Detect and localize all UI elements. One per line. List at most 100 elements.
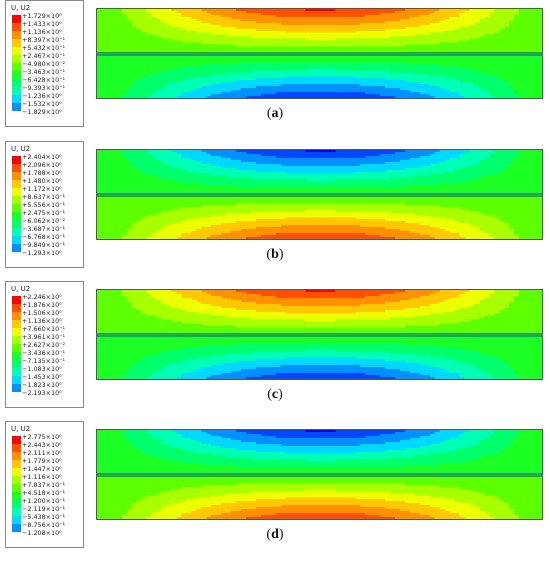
legend-swatch: [12, 71, 21, 79]
legend-swatch: [12, 204, 21, 212]
legend-tick-label: −3.463×10⁻¹: [22, 68, 65, 76]
legend-swatch: [12, 368, 21, 376]
legend-tick-label: +1.172×10⁰: [22, 185, 65, 193]
legend-tick-label: +1.506×10⁰: [22, 309, 65, 317]
legend-tick-label: −6.062×10⁻²: [22, 217, 65, 225]
legend-swatch: [12, 468, 21, 476]
panel-d: U, U2+2.775×10⁰+2.443×10⁰+2.111×10⁰+1.77…: [0, 421, 550, 561]
legend-swatch: [12, 172, 21, 180]
legend-color-bar: [12, 296, 21, 392]
legend-tick-label: +3.961×10⁻¹: [22, 333, 65, 341]
legend-swatch: [12, 500, 21, 508]
legend-swatch: [12, 508, 21, 516]
legend-swatch: [12, 476, 21, 484]
panel-c: U, U2+2.246×10⁰+1.876×10⁰+1.506×10⁰+1.13…: [0, 281, 550, 421]
legend-tick-label: +2.475×10⁻¹: [22, 209, 65, 217]
legend-tick-label: +2.096×10⁰: [22, 161, 65, 169]
legend-swatch: [12, 304, 21, 312]
legend-tick-label: +1.480×10⁰: [22, 177, 65, 185]
legend-swatch: [12, 156, 21, 164]
legend-swatch: [12, 196, 21, 204]
legend-title: U, U2: [11, 425, 30, 433]
legend-tick-label: +2.467×10⁻¹: [22, 52, 65, 60]
legend-swatch: [12, 492, 21, 500]
legend-tick-label: +7.660×10⁻¹: [22, 325, 65, 333]
legend-ticks: +1.729×10⁰+1.433×10⁰+1.136×10⁰+8.397×10⁻…: [22, 12, 65, 116]
legend-swatch: [12, 236, 21, 244]
legend-title: U, U2: [11, 285, 30, 293]
legend-title: U, U2: [11, 145, 30, 153]
legend-swatch: [12, 376, 21, 384]
legend-swatch: [12, 344, 21, 352]
legend-tick-label: +1.116×10⁰: [22, 473, 65, 481]
legend-color-bar: [12, 15, 21, 111]
legend-tick-label: −6.428×10⁻¹: [22, 76, 65, 84]
panel-a: U, U2+1.729×10⁰+1.433×10⁰+1.136×10⁰+8.39…: [0, 0, 550, 140]
legend-tick-label: +1.200×10⁻¹: [22, 497, 65, 505]
panel-caption: (d): [0, 527, 550, 543]
contour-plot: [96, 289, 543, 380]
legend-swatch: [12, 220, 21, 228]
legend-tick-label: −1.083×10⁰: [22, 365, 65, 373]
legend-tick-label: +1.136×10⁰: [22, 317, 65, 325]
legend-swatch: [12, 296, 21, 304]
legend-swatch: [12, 164, 21, 172]
legend-tick-label: +5.556×10⁻¹: [22, 201, 65, 209]
legend-swatch: [12, 79, 21, 87]
legend-swatch: [12, 95, 21, 103]
panel-caption: (a): [0, 106, 550, 122]
legend-swatch: [12, 228, 21, 236]
legend-swatch: [12, 336, 21, 344]
legend-color-bar: [12, 156, 21, 252]
legend-tick-label: +4.518×10⁻¹: [22, 489, 65, 497]
legend-tick-label: −1.236×10⁰: [22, 92, 65, 100]
legend-swatch: [12, 452, 21, 460]
legend-swatch: [12, 31, 21, 39]
legend-swatch: [12, 436, 21, 444]
legend-tick-label: +1.779×10⁰: [22, 457, 65, 465]
legend-swatch: [12, 516, 21, 524]
legend-swatch: [12, 63, 21, 71]
legend-tick-label: −6.768×10⁻¹: [22, 233, 65, 241]
legend-swatch: [12, 188, 21, 196]
legend-tick-label: +1.136×10⁰: [22, 28, 65, 36]
legend-swatch: [12, 212, 21, 220]
contour-plot: [96, 429, 543, 520]
legend-tick-label: +2.775×10⁰: [22, 433, 65, 441]
legend-tick-label: +2.627×10⁻²: [22, 341, 65, 349]
legend-swatch: [12, 484, 21, 492]
panel-caption: (c): [0, 387, 550, 403]
panel-caption-letter: c: [272, 387, 278, 402]
legend-title: U, U2: [11, 4, 30, 12]
legend-swatch: [12, 15, 21, 23]
legend-swatch: [12, 87, 21, 95]
legend-tick-label: +1.447×10⁰: [22, 465, 65, 473]
panel-caption-letter: b: [271, 247, 279, 262]
legend-tick-label: +5.432×10⁻¹: [22, 44, 65, 52]
legend-ticks: +2.404×10⁰+2.096×10⁰+1.788×10⁰+1.480×10⁰…: [22, 153, 65, 257]
legend-tick-label: −9.393×10⁻¹: [22, 84, 65, 92]
legend-swatch: [12, 460, 21, 468]
legend-tick-label: −3.687×10⁻¹: [22, 225, 65, 233]
legend-tick-label: +8.397×10⁻¹: [22, 36, 65, 44]
legend-tick-label: +2.111×10⁰: [22, 449, 65, 457]
legend-tick-label: +2.404×10⁰: [22, 153, 65, 161]
legend-ticks: +2.246×10⁰+1.876×10⁰+1.506×10⁰+1.136×10⁰…: [22, 293, 65, 397]
legend-tick-label: +7.837×10⁻¹: [22, 481, 65, 489]
legend-tick-label: +1.876×10⁰: [22, 301, 65, 309]
legend-swatch: [12, 328, 21, 336]
panel-caption-letter: a: [272, 106, 279, 121]
legend-ticks: +2.775×10⁰+2.443×10⁰+2.111×10⁰+1.779×10⁰…: [22, 433, 65, 537]
legend-swatch: [12, 47, 21, 55]
legend-tick-label: +2.443×10⁰: [22, 441, 65, 449]
legend-swatch: [12, 320, 21, 328]
legend-swatch: [12, 352, 21, 360]
legend-tick-label: +1.433×10⁰: [22, 20, 65, 28]
panel-caption: (b): [0, 247, 550, 263]
legend-tick-label: −5.438×10⁻¹: [22, 513, 65, 521]
legend-swatch: [12, 312, 21, 320]
legend-swatch: [12, 55, 21, 63]
legend-tick-label: −3.436×10⁻¹: [22, 349, 65, 357]
legend-tick-label: +8.637×10⁻¹: [22, 193, 65, 201]
legend-tick-label: +2.246×10⁰: [22, 293, 65, 301]
